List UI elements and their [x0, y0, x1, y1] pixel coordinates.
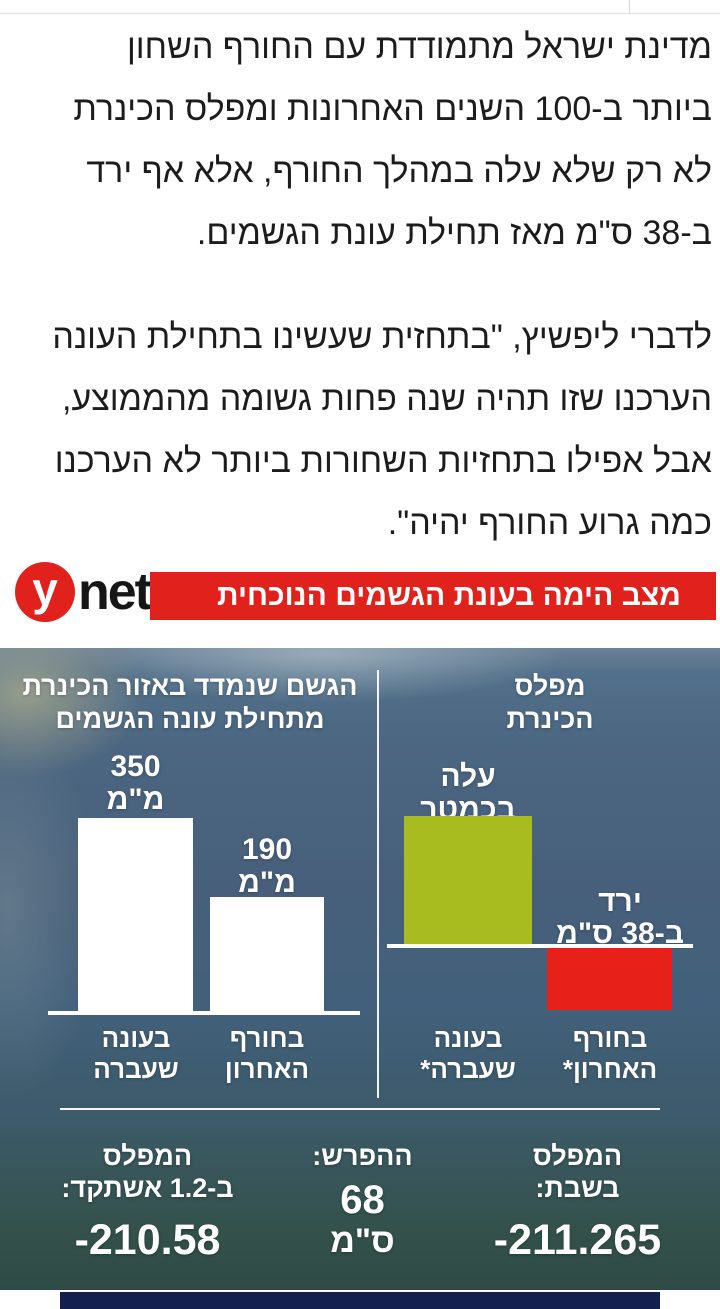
category-label-line: שעברה: [93, 1054, 179, 1084]
ynet-logo-y: y: [32, 563, 58, 615]
infographic-banner: y net מצב הימה בעונת הגשמים הנוכחית: [0, 558, 720, 626]
rain-190-value-label: 190 מ"מ: [210, 833, 324, 899]
stat-level-saturday: המפלס בשבת: -211.265: [455, 1140, 700, 1264]
stat-value: -211.265: [493, 1216, 662, 1264]
left-chart-baseline: [48, 1011, 360, 1015]
article-text-line: אבל אפילו בתחזיות השחורות ביותר לא הערכנ…: [54, 442, 712, 480]
stat-unit: ס"מ: [330, 1222, 395, 1260]
category-label-line: בחורף: [572, 1023, 648, 1053]
article-text-line: מדינת ישראל מתמודדת עם החורף השחון: [126, 28, 712, 66]
level-fell-bar: [547, 948, 672, 1010]
stat-label-line: המפלס: [532, 1141, 623, 1171]
rain-last-winter-bar: [210, 897, 324, 1011]
ynet-logo: y net: [15, 561, 152, 623]
article-paragraph: לדברי ליפשיץ, "בתחזית שעשינו בתחילת העונ…: [8, 306, 712, 554]
footer-navy-bar: [60, 1292, 660, 1309]
article-text-line: לא רק שלא עלה במהלך החורף, אלא אף ירד: [86, 152, 712, 190]
level-rose-bar: [404, 816, 532, 944]
left-chart-title: הגשם שנמדד באזור הכינרת מתחילת עונה הגשמ…: [10, 670, 370, 736]
left-chart-category-label: בחורף האחרון: [205, 1023, 329, 1085]
article-text-line: הערכנו שזו תהיה שנה פחות גשומה מהממוצע,: [62, 380, 712, 418]
stat-label-line: ההפרש:: [312, 1141, 413, 1171]
value-label-line: מ"מ: [106, 783, 165, 816]
article-text-line: ביותר ב-100 השנים האחרונות ומפלס הכינרת: [73, 90, 712, 128]
column-divider-line: [377, 670, 379, 1098]
right-chart-title-line: הכינרת: [506, 704, 594, 734]
article-paragraph: מדינת ישראל מתמודדת עם החורף השחון ביותר…: [8, 16, 712, 264]
stat-label-line: בשבת:: [535, 1173, 620, 1203]
value-label-line: 190: [241, 833, 293, 866]
red-bar-value-label: ירד ב-38 ס"מ: [545, 886, 695, 950]
value-label-line: 350: [110, 750, 161, 783]
stat-difference: ההפרש: 68 ס"מ: [285, 1140, 440, 1260]
footer-strip: [0, 1290, 720, 1309]
right-chart-category-label: בחורף האחרון*: [545, 1023, 675, 1085]
red-bar-value-line: ירד: [598, 885, 642, 918]
left-chart-title-line: מתחילת עונה הגשמים: [55, 704, 325, 734]
right-chart-title-line: מפלס: [514, 671, 586, 701]
value-label-line: מ"מ: [238, 866, 296, 899]
category-label-line: האחרון*: [562, 1054, 658, 1084]
top-corner-notch: [629, 0, 630, 13]
stat-value: 68: [340, 1178, 385, 1222]
banner-title-bar: מצב הימה בעונת הגשמים הנוכחית: [150, 572, 716, 620]
banner-title: מצב הימה בעונת הגשמים הנוכחית: [217, 579, 681, 612]
category-label-line: בעונה: [433, 1023, 503, 1053]
category-label-line: שעברה*: [420, 1054, 516, 1084]
category-label-line: בחורף: [229, 1023, 305, 1053]
category-label-line: בעונה: [101, 1023, 171, 1053]
category-label-line: האחרון: [224, 1054, 310, 1084]
stat-level-last-year: המפלס ב-1.2 אשתקד: -210.58: [55, 1140, 240, 1264]
stats-separator-line: [60, 1108, 660, 1110]
left-chart-category-label: בעונה שעברה: [75, 1023, 197, 1085]
top-divider-line: [0, 13, 720, 14]
rain-350-value-label: 350 מ"מ: [78, 750, 193, 816]
ynet-logo-net: net: [78, 563, 152, 621]
stat-value: -210.58: [74, 1216, 221, 1264]
stat-label-line: ב-1.2 אשתקד:: [61, 1173, 234, 1203]
right-chart-title: מפלס הכינרת: [385, 670, 715, 736]
green-bar-value-line: עלה: [440, 760, 496, 793]
kinneret-infographic: מפלס הכינרת עלה בכמטר ירד ב-38 ס"מ בעונה…: [0, 648, 720, 1290]
right-chart-category-label: בעונה שעברה*: [405, 1023, 531, 1085]
right-chart-baseline: [387, 944, 693, 948]
stat-label-line: המפלס: [102, 1141, 193, 1171]
article-text-line: כמה גרוע החורף יהיה".: [387, 504, 712, 542]
rain-last-season-bar: [78, 818, 193, 1011]
article-text-line: לדברי ליפשיץ, "בתחזית שעשינו בתחילת העונ…: [52, 318, 712, 356]
article-text-line: ב-38 ס"מ מאז תחילת עונת הגשמים.: [196, 214, 712, 252]
left-chart-title-line: הגשם שנמדד באזור הכינרת: [22, 671, 358, 701]
ynet-logo-circle-icon: y: [15, 562, 75, 622]
article-body: מדינת ישראל מתמודדת עם החורף השחון ביותר…: [8, 16, 712, 596]
